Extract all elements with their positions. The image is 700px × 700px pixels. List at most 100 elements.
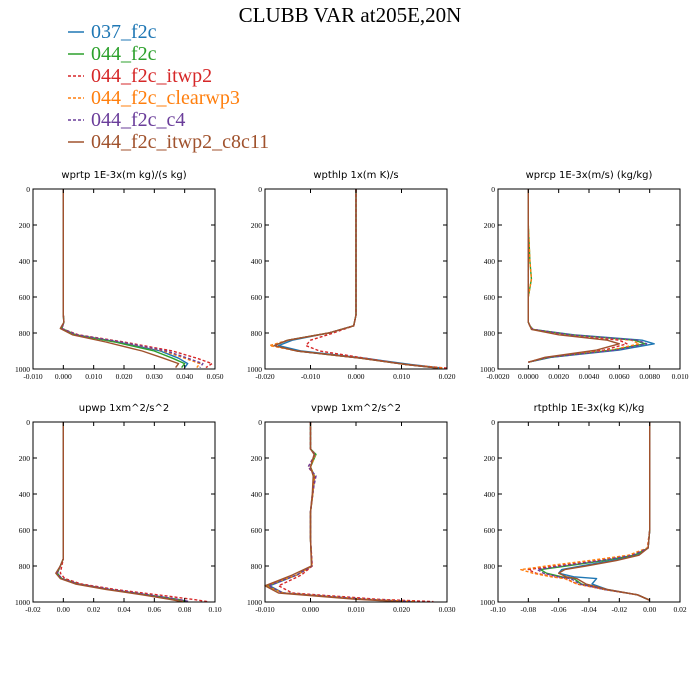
panel-4-ytick-label-2: 400 <box>251 490 263 499</box>
panel-4-xtick-label-0: -0.010 <box>255 605 275 614</box>
panel-series-group-2 <box>527 189 655 363</box>
panel-0-series-4 <box>61 189 204 369</box>
panel-1-series-2 <box>305 189 448 369</box>
panel-3-xtick-label-0: -0.02 <box>25 605 41 614</box>
panel-series-group-4 <box>264 422 434 603</box>
panel-2: wprcp 1E-3x(m/s) (kg/kg) -0.0020 0.0000 0.0… <box>480 170 689 381</box>
panel-title-4: vpwp 1xm^2/s^2 <box>311 403 401 414</box>
panel-5-series-4 <box>536 422 651 601</box>
panel-4-ytick-label-4: 800 <box>251 562 263 571</box>
panel-1-series-5 <box>273 189 438 369</box>
panel-0-xtick-label-6: 0.050 <box>207 372 224 381</box>
panel-0-ytick-label-5: 1000 <box>15 365 30 374</box>
panel-4-series-3 <box>265 422 416 603</box>
panel-3-xtick-label-5: 0.08 <box>178 605 191 614</box>
panel-3-xtick-label-2: 0.02 <box>87 605 100 614</box>
legend-label-2: 044_f2c_itwp2 <box>91 65 212 87</box>
panel-4-xtick-label-3: 0.020 <box>393 605 410 614</box>
panel-2-series-4 <box>527 189 648 363</box>
panel-5-ytick-label-0: 0 <box>491 418 495 427</box>
panel-4-series-2 <box>277 422 434 603</box>
panel-1-series-0 <box>277 189 443 369</box>
panel-0: wprtp 1E-3x(m kg)/(s kg) -0.010 0.000 0.010… <box>15 170 224 381</box>
panel-2-xtick-label-2: 0.0020 <box>548 372 569 381</box>
panel-3-xtick-label-6: 0.10 <box>208 605 221 614</box>
panel-5-xtick-label-2: -0.06 <box>551 605 567 614</box>
panel-frame-2 <box>497 188 681 370</box>
panel-series-group-3 <box>55 422 208 603</box>
panel-1: wpthlp 1x(m K)/s -0.020 -0.010 0.000 0.010 0.… <box>247 170 456 381</box>
panel-2-xtick-label-6: 0.010 <box>672 372 689 381</box>
panel-0-xtick-label-0: -0.010 <box>23 372 43 381</box>
panel-title-0: wprtp 1E-3x(m kg)/(s kg) <box>61 170 186 181</box>
panel-series-group-0 <box>59 189 213 369</box>
panel-4: vpwp 1xm^2/s^2 -0.010 0.000 0.010 0.020 0.030… <box>247 403 456 614</box>
panel-3-xtick-label-3: 0.04 <box>117 605 130 614</box>
panel-0-series-5 <box>59 189 180 369</box>
panel-3-series-0 <box>56 422 188 603</box>
panel-5-ytick-label-2: 400 <box>484 490 496 499</box>
panel-2-ytick-label-2: 400 <box>484 257 496 266</box>
panel-2-ytick-label-5: 1000 <box>480 365 495 374</box>
panel-3-series-2 <box>59 422 208 603</box>
legend-label-4: 044_f2c_c4 <box>91 109 185 131</box>
panel-5-xtick-label-0: -0.10 <box>490 605 506 614</box>
panel-5-xtick-label-5: 0.00 <box>643 605 656 614</box>
panel-5-xtick-label-4: -0.02 <box>612 605 628 614</box>
panel-frame-0 <box>32 188 216 370</box>
panel-3-series-4 <box>56 422 190 603</box>
panel-0-series-1 <box>61 189 186 369</box>
panel-5-xtick-label-1: -0.08 <box>521 605 537 614</box>
panel-0-series-0 <box>61 189 189 369</box>
panel-4-xtick-label-2: 0.010 <box>348 605 365 614</box>
panel-3-ytick-label-4: 800 <box>19 562 31 571</box>
panel-1-ytick-label-5: 1000 <box>247 365 262 374</box>
panel-0-ytick-label-2: 400 <box>19 257 31 266</box>
panel-1-ytick-label-2: 400 <box>251 257 263 266</box>
panel-5-ytick-label-3: 600 <box>484 526 496 535</box>
panel-5-series-0 <box>558 422 651 601</box>
panel-2-series-5 <box>527 189 620 363</box>
panel-0-ytick-label-0: 0 <box>26 185 30 194</box>
panel-4-ytick-label-1: 200 <box>251 454 263 463</box>
panel-3-ytick-label-5: 1000 <box>15 598 30 607</box>
figure-title: CLUBB VAR at205E,20N <box>239 3 462 27</box>
panel-5-ytick-label-1: 200 <box>484 454 496 463</box>
panel-frame-5 <box>497 421 681 603</box>
panel-3-ytick-label-2: 400 <box>19 490 31 499</box>
panel-4-series-0 <box>268 422 411 603</box>
panel-series-group-5 <box>520 422 651 601</box>
panel-0-xtick-label-2: 0.010 <box>85 372 102 381</box>
panel-1-xtick-label-3: 0.010 <box>393 372 410 381</box>
panel-4-xtick-label-4: 0.030 <box>439 605 456 614</box>
panel-2-xtick-label-0: -0.0020 <box>486 372 509 381</box>
panel-4-ytick-label-0: 0 <box>258 418 262 427</box>
panel-1-xtick-label-2: 0.000 <box>348 372 365 381</box>
panel-0-xtick-label-1: 0.000 <box>55 372 72 381</box>
panel-2-ytick-label-0: 0 <box>491 185 495 194</box>
panel-5-xtick-label-3: -0.04 <box>581 605 597 614</box>
panel-frame-3 <box>32 421 216 603</box>
panel-1-ytick-label-0: 0 <box>258 185 262 194</box>
panel-1-ytick-label-1: 200 <box>251 221 263 230</box>
panel-5-series-5 <box>558 422 651 601</box>
panel-4-series-5 <box>264 422 402 603</box>
panel-series-group-1 <box>268 189 448 369</box>
panel-3-series-5 <box>55 422 182 603</box>
panel-3-series-3 <box>56 422 185 603</box>
panel-2-ytick-label-4: 800 <box>484 329 496 338</box>
panels: wprtp 1E-3x(m kg)/(s kg)-0.010 0.000 0.010… <box>15 170 689 614</box>
panel-title-5: rtpthlp 1E-3x(kg K)/kg <box>534 403 645 414</box>
panel-2-ytick-label-3: 600 <box>484 293 496 302</box>
panel-4-ytick-label-3: 600 <box>251 526 263 535</box>
legend-label-3: 044_f2c_clearwp3 <box>91 87 240 109</box>
panel-0-ytick-label-4: 800 <box>19 329 31 338</box>
panel-title-3: upwp 1xm^2/s^2 <box>79 403 169 414</box>
panel-1-ytick-label-3: 600 <box>251 293 263 302</box>
panel-5: rtpthlp 1E-3x(kg K)/kg -0.10 -0.08 -0.06 -0.… <box>480 403 687 614</box>
panel-3-ytick-label-1: 200 <box>19 454 31 463</box>
panel-3-series-1 <box>56 422 188 603</box>
panel-title-1: wpthlp 1x(m K)/s <box>313 170 398 181</box>
panel-2-xtick-label-1: 0.0000 <box>518 372 539 381</box>
panel-1-xtick-label-1: -0.010 <box>301 372 321 381</box>
